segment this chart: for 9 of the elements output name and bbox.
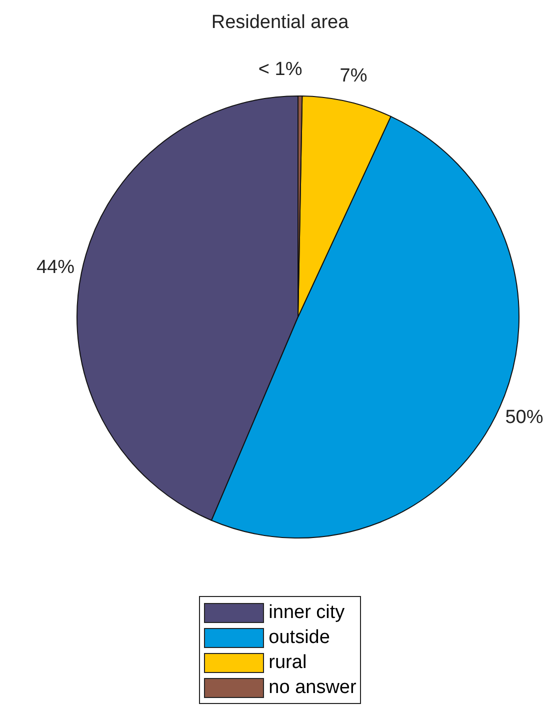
legend-label: rural	[268, 652, 307, 674]
data-label: 50%	[505, 406, 544, 428]
legend-label: inner city	[268, 602, 345, 624]
legend-label: no answer	[268, 676, 356, 698]
legend-label: outside	[268, 626, 330, 648]
data-label: 7%	[340, 65, 368, 86]
data-label: 44%	[36, 257, 75, 278]
chart-title: Residential area	[210, 12, 350, 34]
data-label: < 1%	[258, 58, 302, 80]
